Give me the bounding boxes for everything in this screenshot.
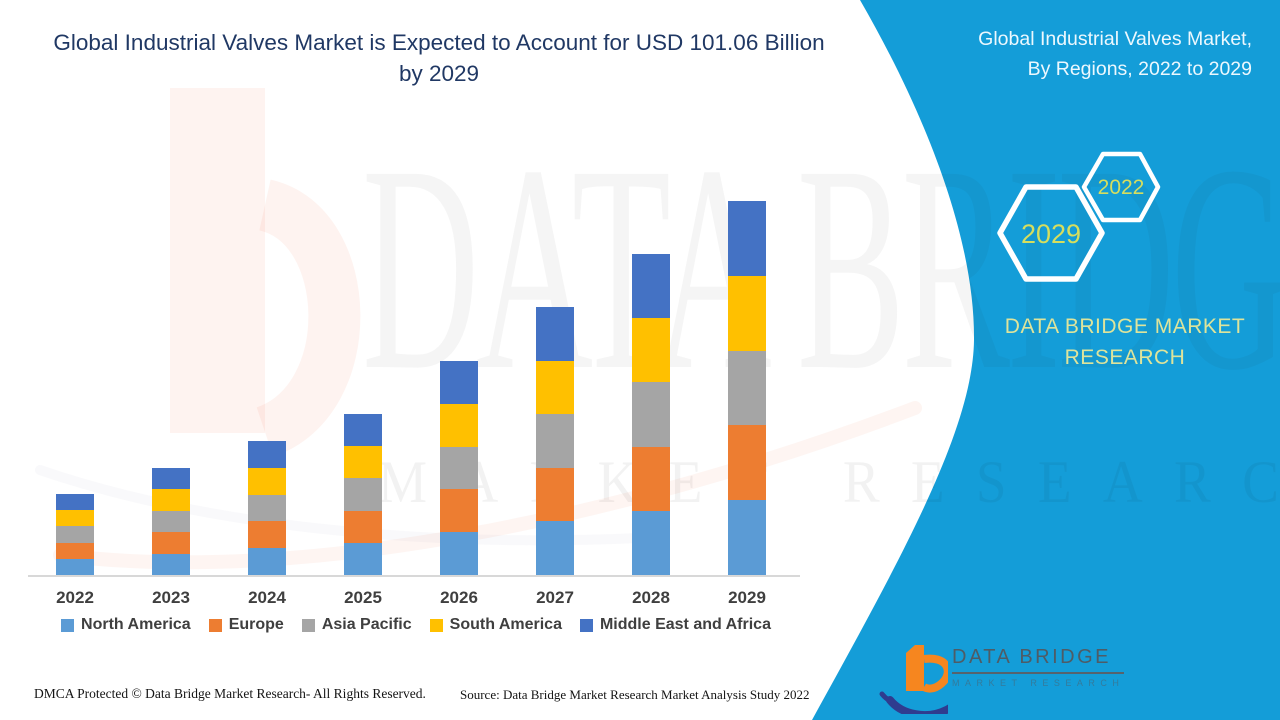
legend-swatch-icon: [208, 618, 222, 632]
brand-text-line2: RESEARCH: [1064, 346, 1186, 369]
segment-asia-pacific: [152, 510, 190, 533]
legend-item-north-america: North America: [61, 616, 191, 634]
x-label-2025: 2025: [344, 588, 382, 607]
segment-asia-pacific: [56, 526, 94, 543]
x-label-2024: 2024: [248, 588, 286, 607]
segment-europe: [536, 467, 574, 522]
segment-middle-east-and-africa: [440, 361, 478, 404]
logo-subtext: MARKET RESEARCH: [952, 678, 1125, 688]
legend-label: South America: [449, 616, 562, 633]
side-panel-title-line1: Global Industrial Valves Market,: [978, 28, 1252, 50]
segment-north-america: [728, 500, 766, 575]
segment-south-america: [56, 510, 94, 527]
segment-south-america: [344, 446, 382, 479]
segment-middle-east-and-africa: [56, 494, 94, 511]
segment-europe: [728, 425, 766, 501]
source-text: Source: Data Bridge Market Research Mark…: [460, 687, 810, 702]
segment-asia-pacific: [632, 382, 670, 447]
chart-legend: North America Europe Asia Pacific South Ame…: [0, 616, 832, 634]
segment-asia-pacific: [344, 478, 382, 511]
segment-europe: [440, 489, 478, 533]
bar-2023: [152, 468, 190, 575]
logo-name: DATA BRIDGE: [952, 646, 1125, 674]
segment-europe: [56, 542, 94, 559]
bar-2028: [632, 254, 670, 575]
segment-north-america: [344, 542, 382, 575]
legend-label: Europe: [228, 616, 284, 633]
legend-swatch-icon: [429, 618, 443, 632]
dmca-text: DMCA Protected © Data Bridge Market Rese…: [34, 686, 426, 701]
segment-north-america: [56, 558, 94, 575]
watermark-row-text: MARKET RESEARCH: [378, 449, 1280, 515]
segment-asia-pacific: [728, 350, 766, 426]
logo-text: DATA BRIDGE MARKET RESEARCH: [952, 646, 1125, 688]
bar-2027: [536, 307, 574, 575]
segment-asia-pacific: [248, 494, 286, 522]
segment-europe: [632, 446, 670, 511]
logo-b-icon: [879, 645, 948, 714]
x-label-2022: 2022: [56, 588, 94, 607]
legend-label: Asia Pacific: [321, 616, 412, 633]
segment-middle-east-and-africa: [632, 254, 670, 319]
legend-swatch-icon: [301, 618, 315, 632]
segment-asia-pacific: [536, 414, 574, 468]
legend-swatch-icon: [579, 618, 593, 632]
x-label-2023: 2023: [152, 588, 190, 607]
segment-south-america: [728, 275, 766, 351]
side-panel-title: Global Industrial Valves Market, By Regi…: [978, 24, 1252, 84]
logo-b-bowl: [921, 654, 948, 693]
bar-2026: [440, 361, 478, 575]
bar-2024: [248, 441, 286, 575]
segment-north-america: [536, 521, 574, 575]
brand-text: DATA BRIDGE MARKET RESEARCH: [970, 311, 1280, 373]
bar-2022: [56, 494, 94, 575]
segment-middle-east-and-africa: [248, 441, 286, 468]
logo-swoosh-tail: [879, 691, 895, 705]
segment-europe: [152, 532, 190, 554]
bar-2029: [728, 201, 766, 575]
segment-south-america: [248, 467, 286, 495]
segment-north-america: [248, 548, 286, 575]
legend-item-asia-pacific: Asia Pacific: [301, 616, 412, 634]
legend-label: North America: [81, 616, 191, 633]
x-label-2026: 2026: [440, 588, 478, 607]
segment-europe: [344, 510, 382, 543]
segment-asia-pacific: [440, 446, 478, 490]
page-title: Global Industrial Valves Market is Expec…: [25, 27, 853, 89]
x-label-2028: 2028: [632, 588, 670, 607]
logo-swoosh-icon: [886, 696, 948, 714]
logo-b-bar: [906, 645, 924, 691]
x-axis-baseline: [28, 575, 800, 577]
segment-north-america: [152, 553, 190, 575]
segment-south-america: [152, 489, 190, 511]
segment-south-america: [440, 403, 478, 447]
segment-middle-east-and-africa: [728, 201, 766, 276]
legend-swatch-icon: [61, 618, 75, 632]
brand-text-line1: DATA BRIDGE MARKET: [1004, 315, 1246, 338]
page-title-line1: Global Industrial Valves Market is Expec…: [53, 30, 825, 55]
legend-item-south-america: South America: [429, 616, 562, 634]
legend-item-europe: Europe: [208, 616, 284, 634]
company-logo: DATA BRIDGE MARKET RESEARCH: [878, 636, 1125, 714]
segment-middle-east-and-africa: [344, 414, 382, 447]
segment-europe: [248, 521, 286, 549]
legend-item-middle-east-and-africa: Middle East and Africa: [579, 616, 771, 634]
x-label-2027: 2027: [536, 588, 574, 607]
x-label-2029: 2029: [728, 588, 766, 607]
side-panel-title-line2: By Regions, 2022 to 2029: [1027, 58, 1252, 80]
legend-label: Middle East and Africa: [599, 616, 771, 633]
segment-south-america: [536, 360, 574, 415]
page-title-line2: by 2029: [398, 61, 480, 86]
bar-2025: [344, 414, 382, 575]
segment-north-america: [440, 532, 478, 575]
segment-middle-east-and-africa: [536, 307, 574, 361]
segment-south-america: [632, 318, 670, 383]
segment-middle-east-and-africa: [152, 468, 190, 490]
segment-north-america: [632, 510, 670, 575]
stacked-bar-plot: [0, 180, 830, 575]
